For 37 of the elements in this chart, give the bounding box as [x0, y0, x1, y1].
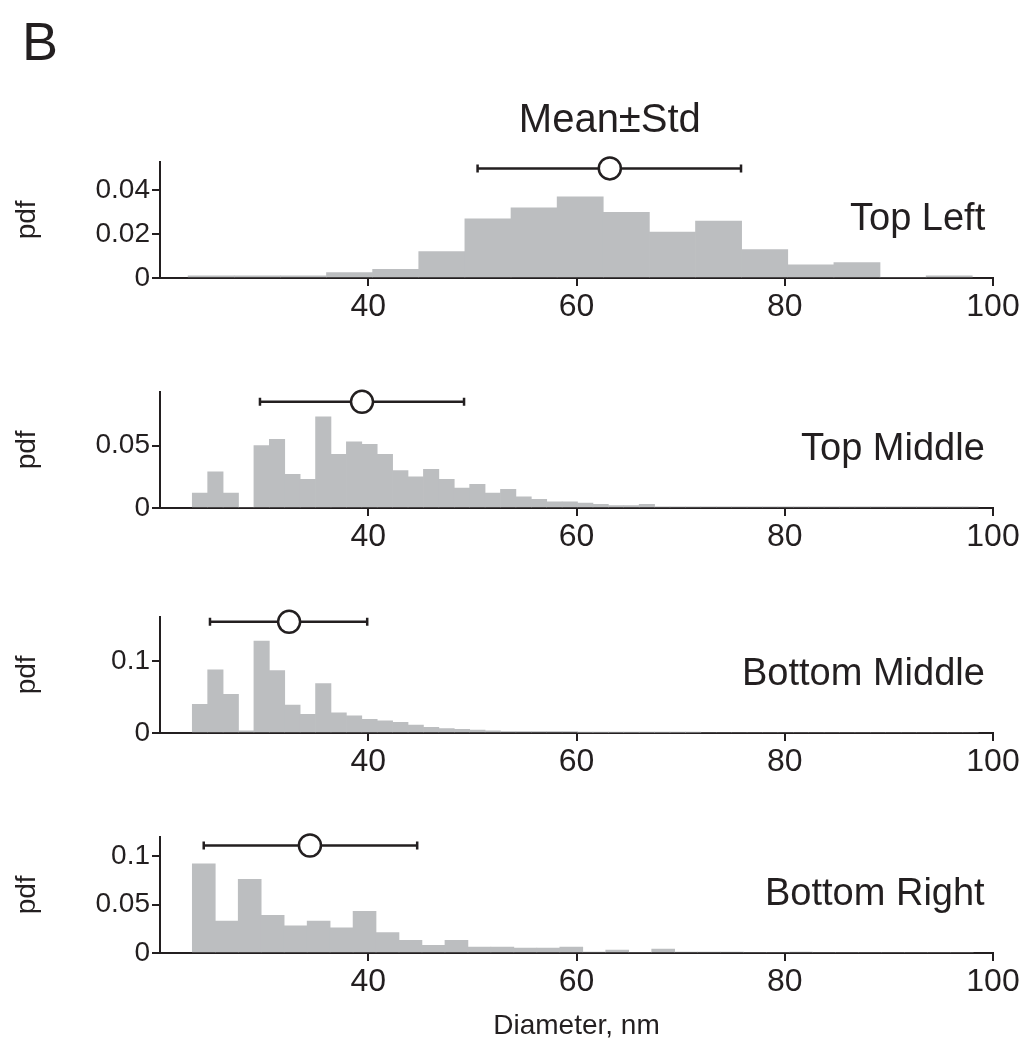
x-tick-label: 100 — [966, 517, 1020, 554]
y-tick-label: 0 — [134, 715, 150, 747]
x-axis-title: Diameter, nm — [493, 1008, 660, 1040]
x-tick-label: 80 — [766, 962, 803, 999]
x-tick-label: 100 — [966, 742, 1020, 779]
text: B — [22, 11, 59, 71]
x-tick-label: 40 — [350, 962, 387, 999]
y-tick-label: 0.05 — [95, 428, 150, 460]
x-tick-label: 80 — [766, 287, 803, 324]
x-tick-label: 60 — [558, 517, 595, 554]
x-tick-label: 60 — [558, 962, 595, 999]
text: Top Middle — [801, 425, 985, 468]
x-tick-label: 100 — [966, 287, 1020, 324]
x-tick-label: 80 — [766, 517, 803, 554]
x-tick-label: 100 — [966, 962, 1020, 999]
x-tick-label: 60 — [558, 742, 595, 779]
y-axis-title: pdf — [9, 655, 41, 695]
y-axis-title: pdf — [9, 875, 41, 915]
text: Bottom Middle — [742, 650, 985, 693]
y-axis-title: pdf — [9, 200, 41, 240]
text: Top Left — [850, 195, 986, 238]
x-tick-label: 40 — [350, 517, 387, 554]
y-tick-label: 0.04 — [95, 173, 150, 205]
text: Bottom Right — [765, 870, 985, 913]
x-tick-label: 40 — [350, 287, 387, 324]
text: Mean±Std — [518, 95, 701, 140]
y-tick-label: 0.05 — [95, 887, 150, 919]
y-tick-label: 0.02 — [95, 216, 150, 248]
x-tick-label: 40 — [350, 742, 387, 779]
y-tick-label: 0 — [134, 260, 150, 292]
x-tick-label: 80 — [766, 742, 803, 779]
y-tick-label: 0.1 — [111, 838, 150, 870]
x-tick-label: 60 — [558, 287, 595, 324]
y-tick-label: 0 — [134, 490, 150, 522]
y-tick-label: 0.1 — [111, 643, 150, 675]
y-axis-title: pdf — [9, 430, 41, 470]
y-tick-label: 0 — [134, 935, 150, 967]
